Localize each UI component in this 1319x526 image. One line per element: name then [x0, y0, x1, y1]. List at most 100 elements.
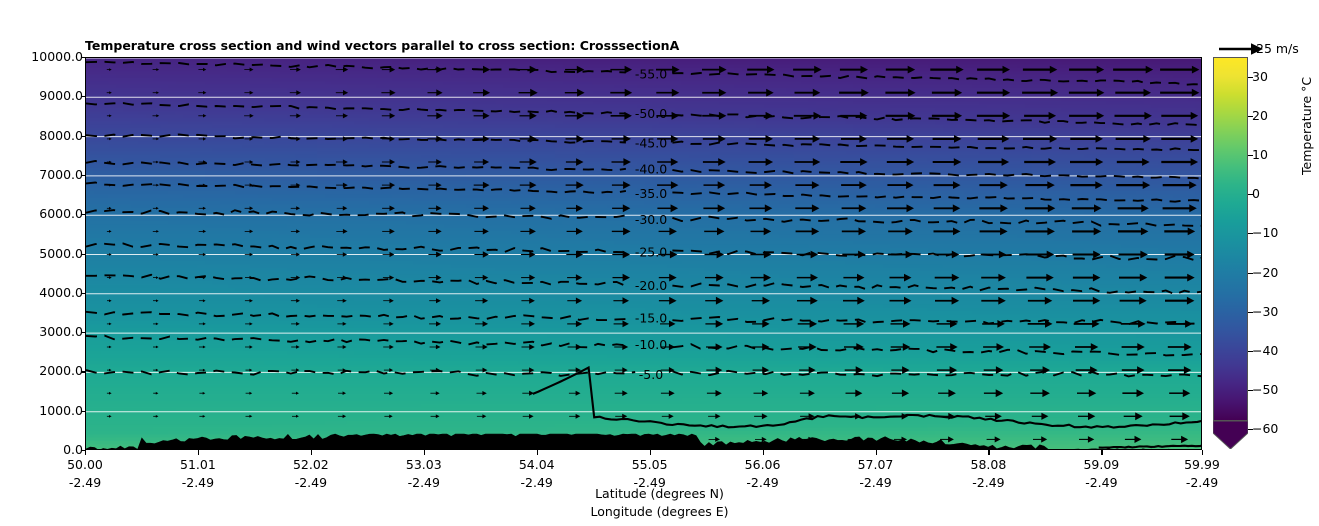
- wind-vector: [930, 65, 964, 74]
- y-tick-label: 6000.0: [39, 206, 83, 222]
- wind-vector: [976, 88, 1011, 97]
- wind-vector: [1121, 366, 1145, 374]
- x-tick-longitude: -2.49: [181, 475, 215, 490]
- y-tick-label: 2000.0: [39, 363, 83, 379]
- wind-vector: [382, 205, 395, 212]
- wind-vector: [610, 88, 633, 97]
- wind-vector: [429, 321, 441, 327]
- wind-vector: [750, 273, 772, 282]
- wind-vector: [106, 137, 112, 141]
- wind-vector: [1068, 88, 1105, 97]
- wind-vector: [199, 415, 206, 418]
- wind-vector: [475, 321, 489, 327]
- wind-vector: [567, 297, 583, 304]
- wind-vector: [245, 322, 253, 326]
- colorbar-tick-mark: [1248, 272, 1253, 274]
- terrain-silhouette: [86, 433, 1170, 449]
- wind-vector: [751, 296, 770, 305]
- x-tick-longitude: -2.49: [1185, 475, 1219, 490]
- x-tick-longitude: -2.49: [294, 475, 328, 490]
- wind-vector: [1115, 135, 1151, 143]
- wind-vector: [794, 135, 821, 143]
- wind-vector: [474, 251, 489, 258]
- wind-vector: [657, 135, 679, 143]
- wind-vector: [383, 368, 394, 373]
- wind-vector: [841, 204, 867, 213]
- colorbar-tick-label: −60: [1252, 421, 1279, 437]
- x-tick-label: 53.03 -2.49: [364, 457, 484, 490]
- wind-key-label: 25 m/s: [1256, 41, 1299, 56]
- y-tick-mark: [80, 96, 85, 98]
- wind-vector: [290, 229, 300, 234]
- wind-vector: [886, 158, 915, 166]
- colorbar-tick-mark: [1248, 390, 1253, 392]
- wind-vector: [753, 390, 769, 397]
- wind-vector: [1113, 65, 1154, 74]
- wind-vector: [428, 159, 442, 165]
- wind-vector: [428, 251, 442, 258]
- wind-vector: [152, 183, 159, 187]
- wind-vector: [520, 228, 536, 235]
- wind-vector: [614, 367, 628, 373]
- wind-vector: [565, 111, 585, 120]
- wind-vector: [797, 296, 818, 305]
- x-axis-label-longitude: Longitude (degrees E): [590, 504, 729, 519]
- wind-vector: [476, 414, 487, 419]
- x-tick-mark: [310, 450, 313, 455]
- x-tick-mark: [536, 450, 538, 455]
- wind-vector: [430, 414, 440, 419]
- title-line-1: Temperature cross section and wind vecto…: [85, 38, 680, 53]
- wind-vector: [794, 158, 821, 166]
- wind-vector: [752, 366, 770, 374]
- wind-vector: [430, 391, 440, 396]
- wind-vector: [152, 160, 159, 164]
- wind-vector: [337, 298, 347, 303]
- wind-vector: [614, 343, 629, 350]
- wind-vector: [1118, 250, 1148, 259]
- wind-vector: [522, 414, 534, 419]
- wind-vector: [1030, 389, 1050, 398]
- x-tick-mark: [1202, 450, 1204, 455]
- wind-vector: [933, 204, 961, 213]
- wind-vector: [611, 158, 631, 166]
- y-tick-label: 9000.0: [39, 88, 83, 104]
- wind-vector: [844, 366, 864, 374]
- wind-vector: [658, 273, 677, 282]
- wind-vector: [107, 299, 112, 303]
- wind-vector: [382, 228, 395, 235]
- cross-section-plot: -55.0 -50.0 -45.0 -40.0 -35.0 -30.0 -25.0 -20.0…: [85, 57, 1202, 450]
- wind-vector: [337, 368, 347, 372]
- wind-vector: [198, 67, 207, 72]
- wind-vector: [244, 113, 254, 118]
- x-tick-latitude: 55.05: [631, 457, 668, 472]
- wind-vector: [799, 366, 816, 374]
- wind-vector: [290, 275, 301, 280]
- wind-vector: [794, 88, 821, 97]
- wind-vector: [1075, 343, 1099, 351]
- wind-vector: [475, 297, 489, 304]
- wind-vector: [931, 88, 963, 97]
- wind-vector: [747, 65, 775, 74]
- wind-vector: [610, 111, 632, 120]
- wind-vector: [886, 135, 915, 143]
- wind-vector: [384, 414, 393, 419]
- wind-vector: [1073, 296, 1101, 305]
- wind-vector: [473, 89, 491, 97]
- wind-vector: [1162, 204, 1197, 213]
- wind-vector: [708, 436, 720, 442]
- wind-vector: [427, 112, 443, 120]
- wind-vector: [567, 320, 583, 328]
- wind-vector: [382, 251, 395, 258]
- wind-vector: [940, 436, 954, 443]
- wind-vector: [1027, 320, 1053, 328]
- colorbar-extend-min-arrow: [1213, 421, 1248, 449]
- wind-vector: [799, 389, 815, 397]
- colorbar-tick-label: 20: [1252, 107, 1268, 123]
- wind-vector: [1161, 158, 1199, 166]
- x-tick-latitude: 51.01: [180, 457, 216, 472]
- x-tick-latitude: 57.07: [857, 457, 894, 472]
- wind-vector: [106, 391, 112, 395]
- wind-vector: [705, 296, 724, 305]
- wind-vector: [703, 204, 726, 213]
- wind-vector: [244, 206, 254, 211]
